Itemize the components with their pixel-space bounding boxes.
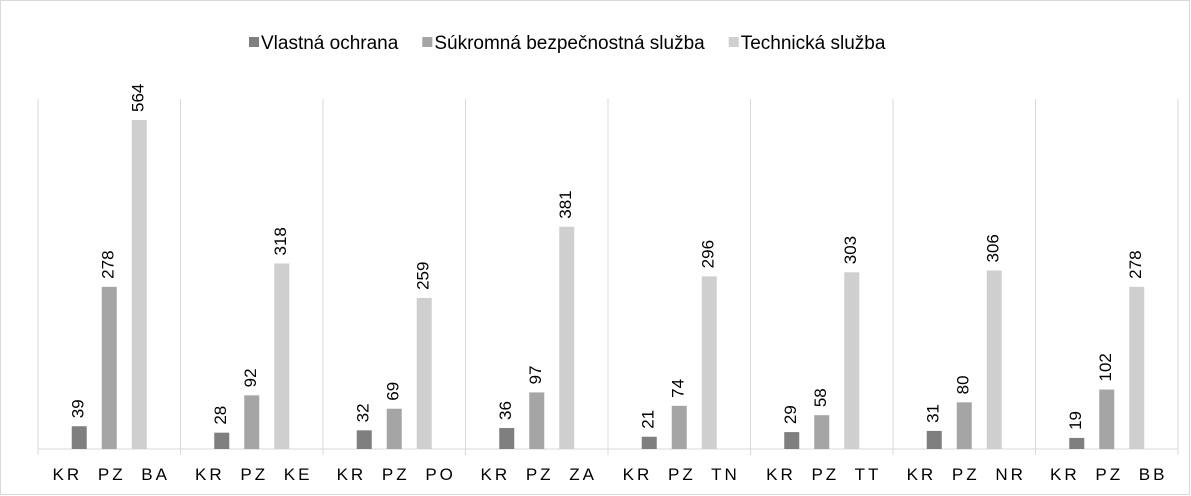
value-label: 36 <box>496 401 515 420</box>
x-tick-label: KR PZ KE <box>195 465 312 484</box>
value-label: 32 <box>354 403 373 422</box>
bar <box>986 270 1002 449</box>
value-label: 296 <box>699 240 718 268</box>
bar <box>529 392 545 449</box>
value-label: 31 <box>924 404 943 423</box>
value-label: 28 <box>211 406 230 425</box>
value-label: 318 <box>271 227 290 255</box>
bar <box>814 415 830 449</box>
x-tick-label: KR PZ TT <box>766 465 881 484</box>
value-label: 381 <box>556 190 575 218</box>
value-label: 102 <box>1096 353 1115 381</box>
x-tick-label: KR PZ BA <box>53 465 170 484</box>
value-label: 29 <box>781 405 800 424</box>
bar <box>131 120 147 449</box>
value-label: 259 <box>414 262 433 290</box>
legend-swatch <box>728 37 739 47</box>
bar <box>926 430 942 449</box>
bar <box>559 226 575 449</box>
value-label: 21 <box>639 410 658 429</box>
value-label: 19 <box>1066 411 1085 430</box>
legend-swatch <box>422 37 433 47</box>
x-tick-label: KR PZ PO <box>337 465 456 484</box>
x-tick-label: KR PZ ZA <box>480 465 597 484</box>
value-label: 58 <box>811 388 830 407</box>
bar <box>1099 389 1115 449</box>
bar <box>956 402 972 449</box>
value-label: 306 <box>984 234 1003 262</box>
x-tick-label: KR PZ BB <box>1050 465 1167 484</box>
value-label: 39 <box>69 399 88 418</box>
bar <box>71 426 87 449</box>
legend-swatch <box>249 37 259 47</box>
legend-label: Súkromná bezpečnostná služba <box>434 33 705 54</box>
bar <box>386 408 402 449</box>
bar <box>416 297 432 449</box>
bar <box>356 430 372 449</box>
value-label: 278 <box>99 250 118 278</box>
bar <box>844 272 860 449</box>
value-label: 564 <box>129 84 148 112</box>
bar <box>499 428 515 449</box>
bar <box>671 405 687 449</box>
value-label: 92 <box>241 368 260 387</box>
bar <box>274 263 290 449</box>
bar <box>1129 286 1145 449</box>
value-label: 80 <box>954 375 973 394</box>
legend-label: Vlastná ochrana <box>261 33 399 54</box>
value-label: 69 <box>384 382 403 401</box>
value-label: 278 <box>1126 250 1145 278</box>
legend-label: Technická služba <box>741 33 886 54</box>
value-label: 303 <box>841 236 860 264</box>
bar <box>701 276 717 449</box>
value-label: 97 <box>526 365 545 384</box>
x-tick-label: KR PZ TN <box>623 465 740 484</box>
bar <box>784 432 800 449</box>
bar <box>101 286 117 449</box>
value-label: 74 <box>669 379 688 398</box>
bar <box>1069 437 1085 449</box>
bar <box>214 432 230 449</box>
bar <box>244 395 260 449</box>
x-tick-label: KR PZ NR <box>907 465 1026 484</box>
bar <box>641 436 657 449</box>
